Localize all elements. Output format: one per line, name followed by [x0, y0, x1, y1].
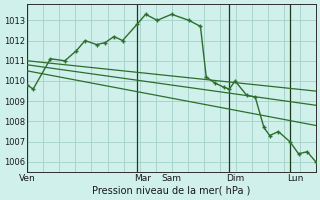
- X-axis label: Pression niveau de la mer( hPa ): Pression niveau de la mer( hPa ): [92, 186, 251, 196]
